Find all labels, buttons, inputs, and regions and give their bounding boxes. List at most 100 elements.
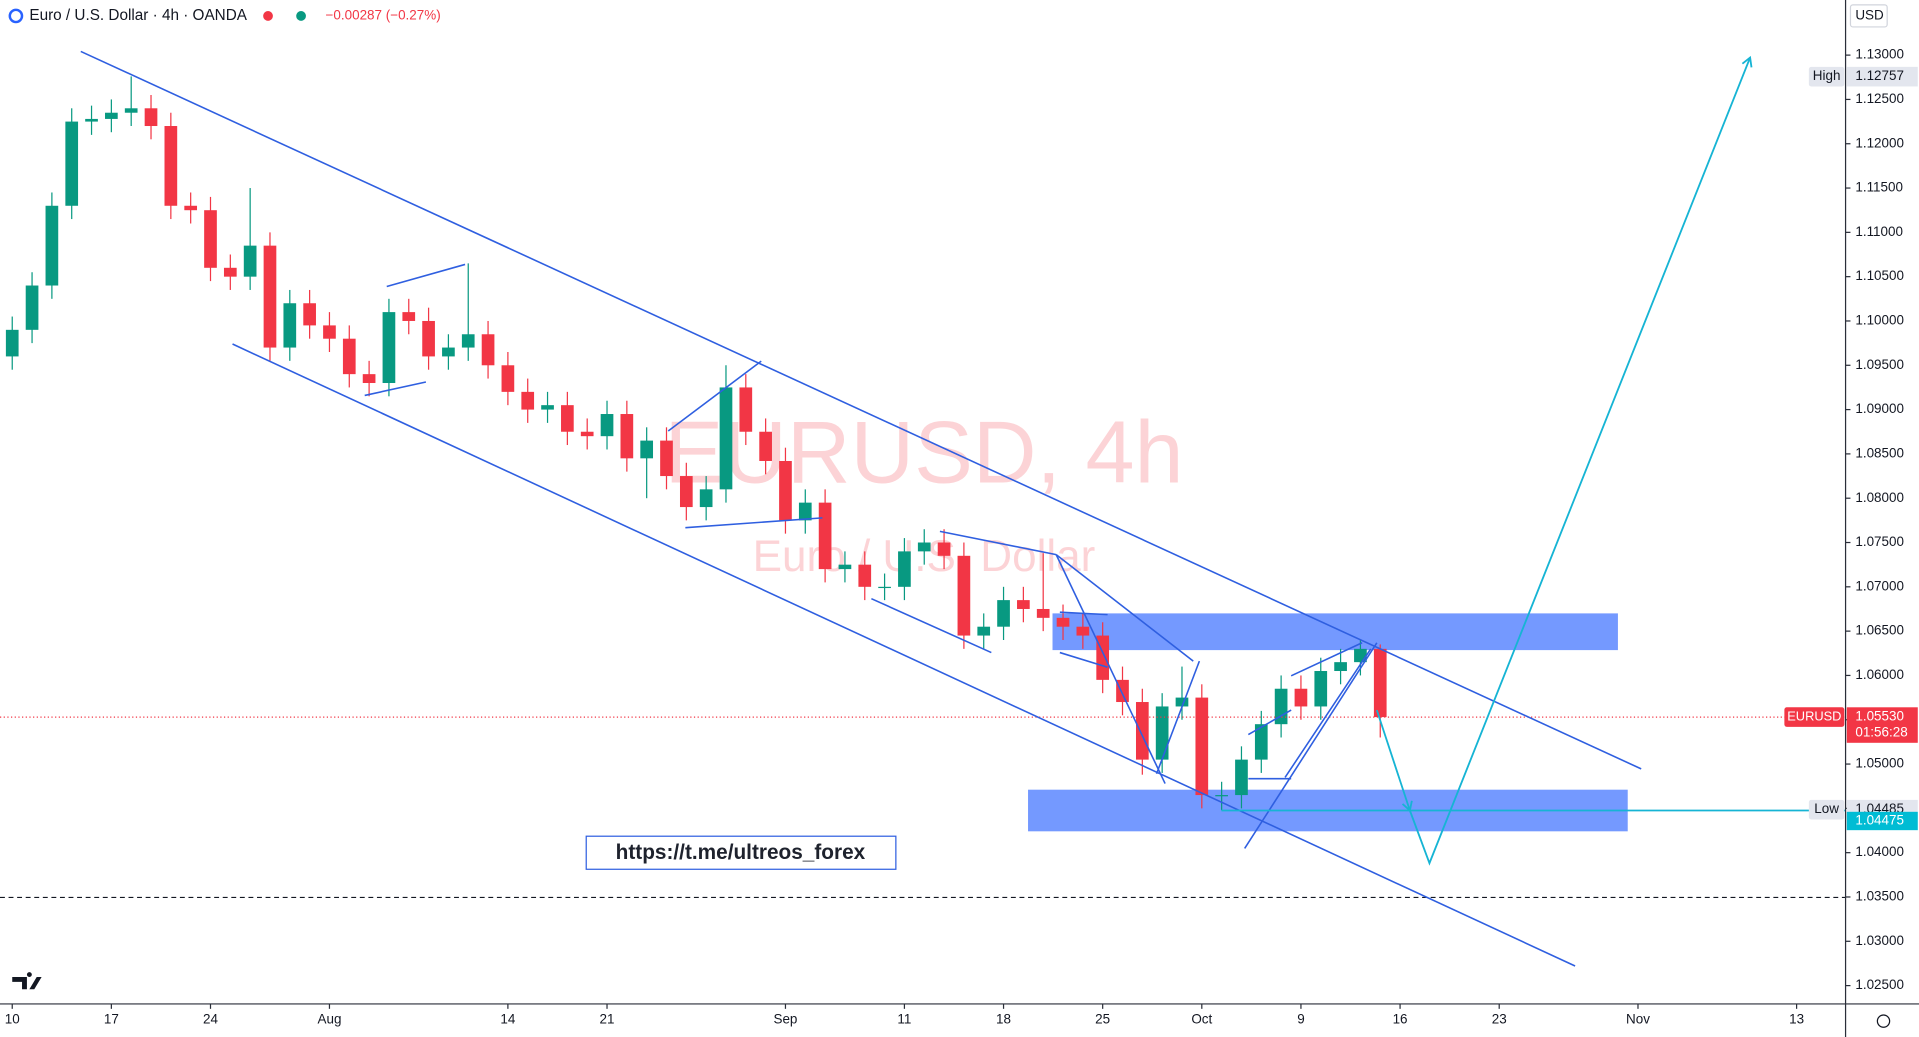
- y-tick-label: 1.06000: [1855, 667, 1904, 682]
- candle-body: [362, 374, 376, 384]
- drawings: [80, 50, 1846, 967]
- candle-body: [283, 303, 297, 348]
- candle-body: [699, 489, 713, 508]
- x-tick-label: 14: [500, 1011, 515, 1026]
- y-tick-label: 1.11000: [1855, 224, 1903, 239]
- price-line-box: [1846, 66, 1918, 87]
- candle-body: [937, 542, 951, 556]
- channel-upper: [80, 50, 1642, 770]
- candle-body: [144, 108, 158, 127]
- x-tick-label: 16: [1393, 1011, 1408, 1026]
- candle-body: [957, 555, 971, 636]
- y-tick-label: 1.03500: [1855, 889, 1904, 904]
- candle-body: [164, 126, 178, 206]
- x-tick-label: 17: [104, 1011, 119, 1026]
- y-tick-label: 1.04000: [1855, 844, 1904, 859]
- price-tag: Low: [1814, 801, 1839, 816]
- candle-body: [1334, 662, 1347, 672]
- x-tick-label: 24: [203, 1011, 218, 1026]
- axis-labels: 1.025001.030001.035001.040001.045001.050…: [5, 47, 1918, 1026]
- x-tick-label: 25: [1095, 1011, 1110, 1026]
- trend-line: [1290, 642, 1363, 677]
- candle-body: [342, 338, 356, 375]
- candle-body: [422, 320, 435, 357]
- candle-body: [739, 387, 753, 432]
- candle-body: [1135, 702, 1149, 760]
- y-tick-label: 1.05000: [1855, 756, 1904, 771]
- channel-lower: [232, 343, 1576, 967]
- time-axis: [0, 1003, 1919, 1037]
- candle-body: [1314, 671, 1328, 707]
- symbol-tag: EURUSD: [1787, 708, 1841, 723]
- candle-body: [124, 108, 138, 113]
- currency-button[interactable]: [1849, 4, 1888, 28]
- candle-body: [1175, 697, 1189, 707]
- marker-label: 1.04475: [1855, 813, 1904, 828]
- forecast-arrow: [1375, 709, 1413, 813]
- status-dot: [263, 11, 273, 21]
- trend-line: [1055, 554, 1166, 784]
- candle-body: [1373, 648, 1387, 718]
- x-tick-label: Aug: [317, 1011, 341, 1026]
- y-tick-label: 1.06500: [1855, 623, 1904, 638]
- symbol-title: Euro / U.S. Dollar · 4h · OANDA: [29, 7, 247, 24]
- y-tick-label: 1.10500: [1855, 268, 1904, 283]
- trend-line: [667, 360, 762, 432]
- candle-body: [442, 347, 455, 357]
- countdown: 01:56:28: [1855, 725, 1907, 740]
- y-tick-label: 1.09000: [1855, 401, 1904, 416]
- x-tick-label: 21: [600, 1011, 615, 1026]
- y-tick-label: 1.12000: [1855, 135, 1904, 150]
- price-axis: [1845, 0, 1919, 1037]
- candle-body: [184, 205, 198, 211]
- trend-line: [386, 263, 466, 288]
- candle-body: [541, 405, 554, 410]
- last-price-box: [1846, 707, 1918, 743]
- forecast-arrow: [1409, 55, 1753, 866]
- trend-line: [871, 597, 992, 654]
- link[interactable]: https://t.me/ultreos_forex: [616, 841, 866, 864]
- candle-body: [1155, 706, 1169, 760]
- y-tick-label: 1.03000: [1855, 933, 1904, 948]
- trend-line: [1059, 651, 1108, 669]
- price-line-label: 1.12757: [1855, 68, 1904, 83]
- marker-box: [1846, 811, 1918, 831]
- y-tick-label: 1.08500: [1855, 445, 1904, 460]
- symbol-logo: [8, 8, 24, 24]
- trend-line: [1247, 709, 1292, 736]
- trend-line: [1155, 660, 1201, 775]
- link-box: [585, 835, 897, 870]
- currency[interactable]: USD: [1855, 7, 1884, 22]
- candle-body: [917, 542, 931, 552]
- candle-body: [5, 329, 19, 357]
- candle-body: [85, 118, 98, 122]
- candle-body: [818, 502, 832, 570]
- candle-body: [640, 440, 654, 459]
- x-tick-label: 9: [1297, 1011, 1304, 1026]
- x-tick-label: Sep: [773, 1011, 797, 1026]
- candles: [0, 76, 1846, 811]
- resistance-zone: [1052, 613, 1618, 651]
- x-tick-label: Oct: [1191, 1011, 1212, 1026]
- trend-line: [1059, 611, 1108, 616]
- candle-body: [1036, 608, 1050, 618]
- candle-body: [1056, 617, 1070, 627]
- trend-line: [939, 530, 1057, 556]
- candle-body: [1235, 759, 1248, 796]
- price-tag-box: [1808, 66, 1845, 87]
- status-dot: [296, 11, 306, 21]
- x-tick-label: 18: [996, 1011, 1011, 1026]
- x-tick-label: 13: [1789, 1011, 1804, 1026]
- candle-body: [65, 121, 79, 206]
- candle-body: [25, 285, 39, 330]
- y-tick-label: 1.12500: [1855, 91, 1904, 106]
- candle-body: [1017, 600, 1030, 609]
- candle-body: [303, 303, 316, 326]
- candle-body: [263, 245, 277, 348]
- y-tick-label: 1.13000: [1855, 47, 1904, 62]
- candle-body: [759, 431, 772, 461]
- settings-icon[interactable]: [1876, 1014, 1891, 1028]
- y-tick-label: 1.02500: [1855, 977, 1904, 992]
